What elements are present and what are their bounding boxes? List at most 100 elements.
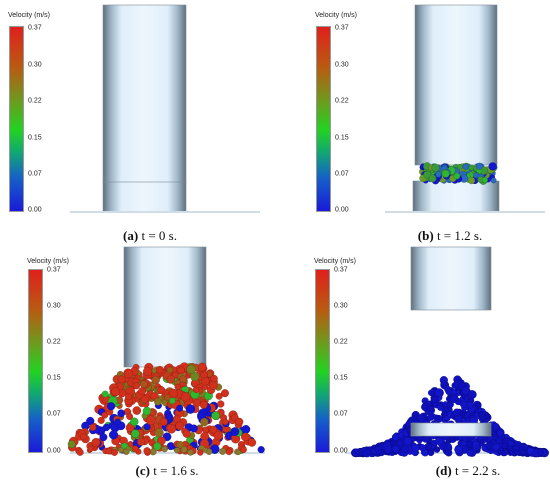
colorbar xyxy=(9,26,24,212)
colorbar-tick: 0.07 xyxy=(334,410,348,418)
particle xyxy=(208,380,218,390)
particle xyxy=(124,369,134,379)
particle xyxy=(105,447,112,455)
colorbar-tick: 0.30 xyxy=(28,61,42,69)
colorbar-tick: 0.07 xyxy=(47,410,61,418)
particle xyxy=(200,417,209,427)
particle xyxy=(118,447,124,453)
colorbar-tick: 0.22 xyxy=(28,97,42,105)
particle xyxy=(143,366,153,377)
particle xyxy=(452,408,461,417)
particle xyxy=(427,413,435,421)
lower-cylinder xyxy=(102,181,187,213)
colorbar-tick: 0.37 xyxy=(47,266,61,274)
upper-cylinder xyxy=(123,246,207,368)
colorbar-tick: 0.15 xyxy=(47,374,61,382)
upper-cylinder xyxy=(414,4,498,166)
particle xyxy=(175,421,185,431)
particle xyxy=(153,442,162,451)
particle xyxy=(154,397,162,406)
simulation-view-d xyxy=(345,246,549,458)
lower-cylinder xyxy=(410,422,492,437)
particle xyxy=(430,395,438,404)
colorbar-tick: 0.15 xyxy=(335,134,349,142)
particle xyxy=(222,418,229,426)
colorbar-tick: 0.30 xyxy=(335,61,349,69)
particle xyxy=(109,430,119,440)
particle xyxy=(230,427,240,436)
particle xyxy=(168,388,178,398)
particle xyxy=(460,400,468,409)
colorbar-title: Velocity (m/s) xyxy=(27,258,70,265)
particle xyxy=(384,445,393,454)
panel-caption: (d) t = 2.2 s. xyxy=(413,463,523,479)
panel-time: t = 2.2 s. xyxy=(454,463,501,478)
particle xyxy=(111,449,118,456)
particle xyxy=(209,425,218,434)
particle xyxy=(257,446,265,454)
particle xyxy=(131,445,139,453)
particle xyxy=(179,375,187,383)
particle xyxy=(189,424,198,433)
particle xyxy=(155,365,164,374)
particle xyxy=(374,445,383,454)
particle xyxy=(169,397,176,405)
particle xyxy=(475,402,482,409)
particle xyxy=(435,171,442,178)
particle xyxy=(507,440,514,447)
particle xyxy=(482,177,488,183)
particle xyxy=(87,445,94,452)
particle xyxy=(176,404,184,412)
panel-a: Velocity (m/s) 0.37 0.30 0.22 0.15 0.07 … xyxy=(0,0,275,250)
particle xyxy=(186,364,196,374)
particle xyxy=(467,176,476,185)
colorbar-tick: 0.37 xyxy=(334,266,348,274)
particle xyxy=(441,411,448,418)
particle xyxy=(401,445,409,454)
particle xyxy=(396,439,404,447)
particle xyxy=(205,448,213,455)
panel-time: t = 1.6 s. xyxy=(153,463,199,478)
particle xyxy=(362,448,372,458)
particle xyxy=(225,448,233,456)
colorbar-title: Velocity (m/s) xyxy=(315,12,358,19)
particle xyxy=(461,386,471,395)
particle xyxy=(180,446,188,453)
particle xyxy=(173,415,181,423)
colorbar xyxy=(315,269,330,453)
colorbar-tick: 0.37 xyxy=(335,24,349,32)
particle xyxy=(488,162,497,171)
colorbar-tick: 0.30 xyxy=(47,302,61,310)
particle xyxy=(154,428,164,438)
simulation-view-a xyxy=(70,4,260,213)
particle xyxy=(166,424,177,434)
particle xyxy=(468,164,475,171)
colorbar-tick: 0.30 xyxy=(334,302,348,310)
particle xyxy=(143,447,151,455)
particle xyxy=(149,448,157,456)
colorbar-tick: 0.00 xyxy=(334,447,348,455)
particle xyxy=(79,433,88,441)
particle xyxy=(241,425,251,434)
particle xyxy=(235,417,244,426)
particle xyxy=(132,382,141,390)
particle xyxy=(197,362,207,372)
particle xyxy=(497,447,505,454)
particle xyxy=(166,366,174,374)
particle xyxy=(139,380,148,389)
particle xyxy=(138,387,147,396)
particle xyxy=(478,410,486,418)
particle xyxy=(161,445,168,453)
particle xyxy=(182,429,191,438)
particle xyxy=(537,449,544,456)
colorbar-title: Velocity (m/s) xyxy=(8,12,51,19)
colorbar-tick: 0.15 xyxy=(334,374,348,382)
simulation-view-b xyxy=(385,4,545,213)
particle xyxy=(240,446,247,454)
particle xyxy=(67,440,76,449)
colorbar-tick: 0.07 xyxy=(335,170,349,178)
particle xyxy=(496,429,504,437)
panel-time: t = 0 s. xyxy=(141,228,177,243)
colorbar xyxy=(316,26,331,212)
particle xyxy=(137,437,146,446)
